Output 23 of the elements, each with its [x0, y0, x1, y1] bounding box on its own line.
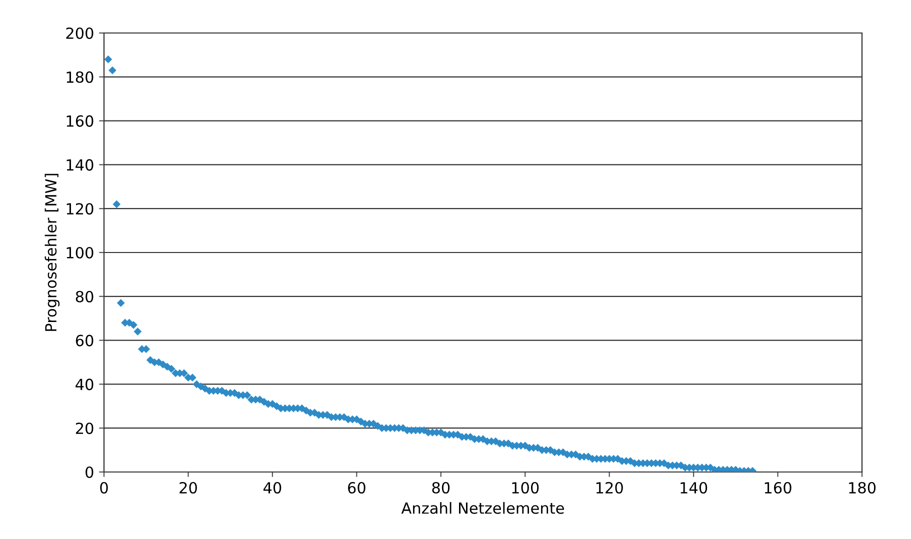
x-tick-label: 160 [764, 482, 792, 494]
x-tick-label: 140 [680, 482, 708, 494]
y-tick-label: 60 [76, 334, 94, 346]
y-tick-label: 160 [66, 115, 94, 127]
x-axis-title: Anzahl Netzelemente [401, 502, 564, 514]
y-tick-label: 80 [76, 290, 94, 302]
x-tick-label: 20 [180, 482, 197, 494]
x-tick-label: 60 [348, 482, 366, 494]
x-tick-label: 100 [512, 482, 539, 494]
y-tick-label: 20 [76, 422, 94, 434]
x-tick-label: 80 [432, 482, 450, 494]
x-tick-label: 120 [596, 482, 623, 494]
y-tick-label: 180 [66, 71, 94, 83]
y-tick-label: 40 [76, 378, 94, 390]
y-axis-title: Prognosefehler [MW] [44, 174, 60, 331]
x-tick-label: 0 [100, 482, 108, 494]
x-tick-label: 40 [263, 482, 282, 494]
y-tick-label: 200 [66, 27, 94, 40]
y-tick-label: 0 [86, 466, 94, 478]
y-tick-label: 120 [66, 203, 94, 215]
y-tick-label: 100 [66, 246, 94, 259]
x-tick-label: 180 [849, 482, 876, 494]
y-tick-label: 140 [66, 159, 94, 171]
